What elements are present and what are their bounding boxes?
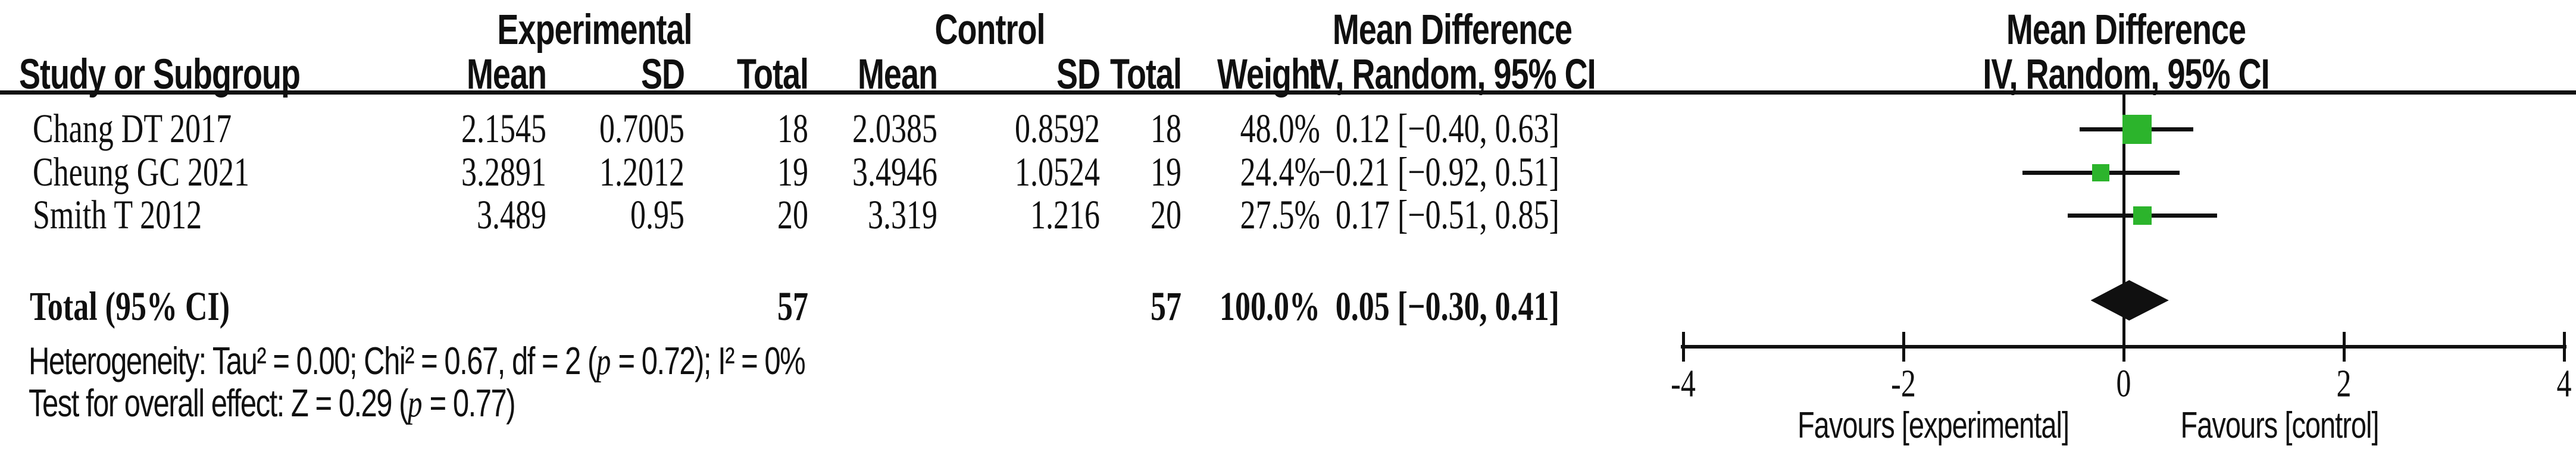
col-header-weight: Weight <box>1217 51 1321 98</box>
exp-mean-value: 2.1545 <box>461 106 546 152</box>
study-name: Smith T 2012 <box>33 193 202 238</box>
axis-tick-label: 4 <box>2556 361 2572 405</box>
col-header-ctrl-total: Total <box>1110 51 1182 98</box>
study-name: Cheung GC 2021 <box>33 150 249 195</box>
total-exp-total: 57 <box>777 284 808 329</box>
exp-mean-value: 3.2891 <box>461 150 546 195</box>
col-header-ctrl-mean: Mean <box>857 51 938 98</box>
weight-value: 27.5% <box>1240 193 1320 238</box>
summary-diamond <box>2090 280 2169 321</box>
axis-tick <box>1681 332 1685 362</box>
heterogeneity-text: Heterogeneity: Tau² = 0.00; Chi² = 0.67,… <box>29 339 806 383</box>
exp-total-value: 19 <box>777 150 808 195</box>
exp-total-value: 18 <box>777 106 808 152</box>
weight-value: 24.4% <box>1240 150 1320 195</box>
axis-tick-label: -2 <box>1891 361 1916 405</box>
ctrl-total-value: 18 <box>1151 106 1181 152</box>
axis-tick-label: -4 <box>1671 361 1696 405</box>
exp-sd-value: 1.2012 <box>599 150 684 195</box>
total-ctrl-total: 57 <box>1151 284 1181 329</box>
axis-tick <box>2122 332 2125 362</box>
favours-left-label: Favours [experimental] <box>1797 404 2069 445</box>
ctrl-mean-value: 2.0385 <box>852 106 937 152</box>
total-weight: 100.0% <box>1220 284 1320 329</box>
study-square <box>2133 206 2152 225</box>
total-ci: 0.05 [−0.30, 0.41] <box>1335 284 1559 329</box>
exp-mean-value: 3.489 <box>477 193 546 238</box>
favours-right-label: Favours [control] <box>2180 404 2379 445</box>
weight-value: 48.0% <box>1240 106 1320 152</box>
axis-tick-label: 0 <box>2116 361 2131 405</box>
exp-sd-value: 0.7005 <box>599 106 684 152</box>
group-header-mean-difference-plot: Mean Difference <box>2006 6 2246 54</box>
col-header-ctrl-sd: SD <box>1056 51 1101 98</box>
ctrl-mean-value: 3.4946 <box>852 150 937 195</box>
col-header-exp-mean: Mean <box>466 51 547 98</box>
group-header-control: Control <box>934 6 1046 54</box>
group-header-experimental: Experimental <box>497 6 692 54</box>
ctrl-total-value: 20 <box>1151 193 1181 238</box>
ctrl-sd-value: 1.0524 <box>1015 150 1100 195</box>
axis-tick <box>2342 332 2346 362</box>
group-header-mean-difference-table: Mean Difference <box>1332 6 1573 54</box>
axis-tick-label: 2 <box>2336 361 2352 405</box>
ctrl-sd-value: 0.8592 <box>1015 106 1100 152</box>
exp-total-value: 20 <box>777 193 808 238</box>
col-header-exp-total: Total <box>737 51 809 98</box>
col-header-study: Study or Subgroup <box>19 51 301 98</box>
ctrl-sd-value: 1.216 <box>1030 193 1100 238</box>
ctrl-total-value: 19 <box>1151 150 1181 195</box>
col-header-exp-sd: SD <box>640 51 685 98</box>
ci-value: −0.21 [−0.92, 0.51] <box>1318 150 1559 195</box>
zero-line <box>2122 95 2125 347</box>
study-name: Chang DT 2017 <box>33 106 232 152</box>
study-square <box>2122 114 2152 144</box>
overall-effect-text: Test for overall effect: Z = 0.29 (p = 0… <box>29 381 516 425</box>
ctrl-mean-value: 3.319 <box>868 193 937 238</box>
study-square <box>2092 164 2109 181</box>
col-header-ci-table: IV, Random, 95% CI <box>1309 51 1596 98</box>
header-rule <box>0 90 2576 95</box>
total-label: Total (95% CI) <box>30 284 230 329</box>
ci-value: 0.17 [−0.51, 0.85] <box>1336 193 1559 238</box>
axis-tick <box>2562 332 2566 362</box>
exp-sd-value: 0.95 <box>630 193 684 238</box>
axis-tick <box>1902 332 1905 362</box>
col-header-ci-plot: IV, Random, 95% CI <box>1983 51 2269 98</box>
ci-value: 0.12 [−0.40, 0.63] <box>1336 106 1559 152</box>
